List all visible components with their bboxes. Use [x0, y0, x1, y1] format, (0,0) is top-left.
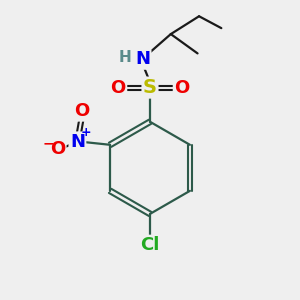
Text: H: H: [118, 50, 131, 65]
Text: S: S: [143, 78, 157, 97]
Text: O: O: [50, 140, 65, 158]
Text: N: N: [135, 50, 150, 68]
Text: +: +: [81, 126, 92, 140]
Text: O: O: [74, 102, 89, 120]
Text: Cl: Cl: [140, 236, 160, 254]
Text: N: N: [70, 133, 85, 151]
Text: O: O: [174, 79, 189, 97]
Text: O: O: [111, 79, 126, 97]
Text: −: −: [43, 136, 54, 150]
